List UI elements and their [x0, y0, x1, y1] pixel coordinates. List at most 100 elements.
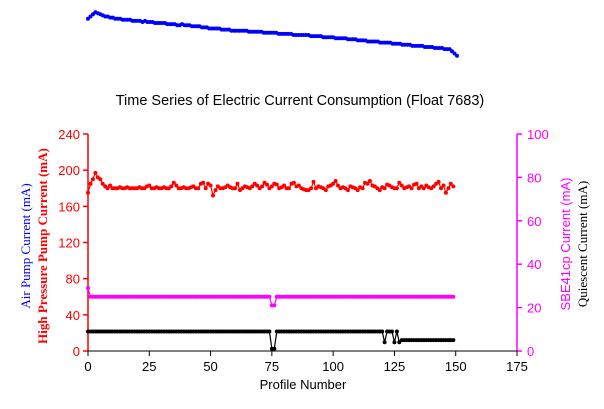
data-point — [233, 186, 238, 191]
data-point — [365, 181, 370, 186]
data-point — [421, 186, 426, 191]
data-point — [345, 188, 350, 193]
y-right-label-sbe41cp: SBE41cp Current (mA) — [558, 178, 573, 311]
x-tick-label-7: 175 — [506, 359, 528, 374]
data-point — [431, 184, 436, 189]
data-point — [272, 346, 277, 351]
data-point — [455, 53, 459, 58]
y-right-tick-label-0: 0 — [527, 344, 534, 359]
air-pump-series — [86, 10, 459, 58]
y-left-tick-label-6: 240 — [58, 127, 80, 142]
data-point — [201, 180, 206, 185]
y-right-tick-label-5: 100 — [527, 127, 549, 142]
data-point — [323, 188, 328, 193]
data-point — [441, 183, 446, 188]
data-point — [213, 188, 218, 193]
series-line-2 — [88, 330, 454, 350]
data-point — [414, 181, 419, 186]
data-point — [287, 186, 291, 191]
data-point — [394, 329, 399, 334]
data-point — [90, 177, 95, 182]
y-left-tick-label-2: 80 — [66, 272, 80, 287]
x-tick-label-0: 0 — [84, 359, 91, 374]
plot-frame — [87, 134, 518, 352]
data-point — [105, 186, 110, 191]
data-point — [296, 183, 301, 188]
data-point — [86, 190, 90, 195]
data-point — [397, 180, 402, 185]
data-point — [392, 340, 397, 345]
x-axis: 0 25 50 75 100 125 150 175 — [84, 351, 528, 374]
y-right-tick-label-3: 60 — [527, 214, 541, 229]
data-point — [380, 329, 385, 334]
data-point — [377, 188, 382, 193]
data-point — [171, 180, 176, 185]
data-point — [446, 186, 451, 191]
y-left-label-hp-pump: High Pressure Pump Current (mA) — [35, 148, 50, 344]
data-point — [267, 294, 272, 299]
data-point — [98, 177, 103, 182]
data-point — [255, 183, 260, 188]
data-point — [451, 338, 456, 343]
x-tick-label-2: 50 — [203, 359, 217, 374]
y-right-tick-label-1: 20 — [527, 301, 541, 316]
x-tick-label-4: 100 — [322, 359, 344, 374]
data-point — [282, 183, 287, 188]
data-point — [267, 329, 272, 334]
data-point — [333, 179, 338, 183]
data-point — [235, 181, 240, 186]
y-left-label-air-pump: Air Pump Current (mA) — [18, 183, 33, 308]
x-tick-label-3: 75 — [265, 359, 279, 374]
data-point — [274, 182, 279, 187]
left-axis: 0 40 80 120 160 200 240 — [58, 127, 88, 359]
data-point — [208, 183, 213, 188]
data-point — [309, 186, 314, 191]
x-tick-label-1: 25 — [142, 359, 156, 374]
data-point — [269, 184, 274, 189]
x-axis-label: Profile Number — [260, 377, 347, 392]
data-point — [390, 329, 394, 334]
data-point — [265, 182, 269, 187]
x-tick-label-6: 150 — [445, 359, 467, 374]
data-point — [367, 179, 372, 183]
data-point — [436, 179, 441, 184]
y-left-tick-label-4: 160 — [58, 199, 80, 214]
x-tick-label-5: 125 — [384, 359, 406, 374]
data-point — [291, 180, 296, 185]
data-point — [196, 186, 201, 191]
data-point — [443, 190, 448, 195]
data-point — [399, 183, 404, 188]
right-axis: 0 20 40 60 80 100 — [517, 127, 549, 359]
y-right-tick-label-4: 80 — [527, 170, 541, 185]
data-point — [147, 183, 152, 188]
data-point — [169, 184, 174, 189]
y-right-tick-label-2: 40 — [527, 257, 541, 272]
data-point — [409, 186, 414, 191]
data-point — [360, 186, 365, 191]
data-point — [355, 188, 360, 193]
data-point — [439, 186, 443, 191]
series-quiescent-current — [86, 329, 456, 351]
chart-title: Time Series of Electric Current Consumpt… — [116, 93, 485, 109]
data-point — [451, 184, 456, 189]
data-point — [211, 193, 215, 198]
y-left-tick-label-1: 40 — [66, 308, 80, 323]
data-point — [272, 303, 277, 308]
series-layer — [86, 170, 456, 351]
data-point — [394, 186, 399, 191]
series-sbe41cp-current — [86, 286, 456, 308]
y-left-tick-label-0: 0 — [73, 344, 80, 359]
series-high-pressure-pump-current — [86, 170, 456, 198]
y-left-tick-label-5: 200 — [58, 163, 80, 178]
y-right-label-quiescent: Quiescent Current (mA) — [575, 181, 590, 307]
data-point — [311, 179, 316, 184]
data-point — [174, 183, 179, 188]
data-point — [382, 340, 387, 345]
data-point — [260, 184, 265, 189]
data-point — [88, 181, 93, 186]
data-point — [382, 186, 387, 191]
data-point — [86, 286, 90, 291]
series-air-pump-current — [86, 10, 459, 58]
data-point — [331, 181, 336, 186]
